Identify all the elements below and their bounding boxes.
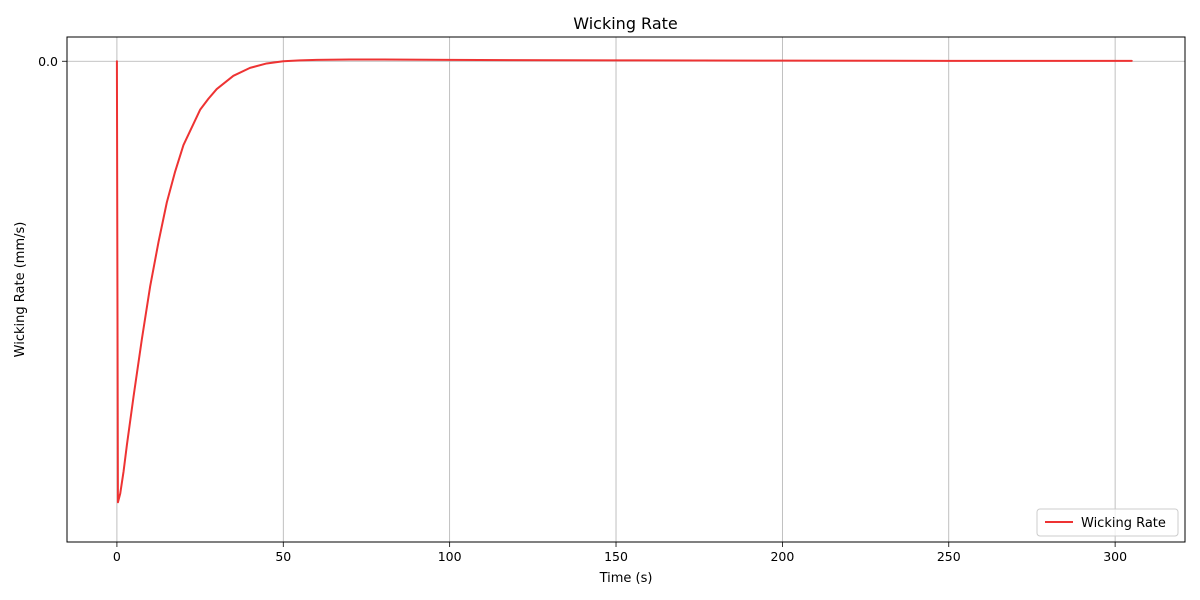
series-line-wicking-rate (115, 58, 1133, 504)
x-tick-label: 100 (438, 549, 462, 564)
x-axis-ticks: 0 50 100 150 200 250 300 (113, 542, 1127, 564)
x-tick-label: 250 (937, 549, 961, 564)
y-tick-label: 0.0 (38, 54, 58, 69)
chart-title: Wicking Rate (573, 14, 678, 33)
y-axis-label: Wicking Rate (mm/s) (13, 222, 28, 358)
plot-area-frame (66, 36, 1186, 543)
x-tick-label: 0 (113, 549, 121, 564)
legend: Wicking Rate (1036, 508, 1179, 537)
series-layer (115, 58, 1133, 504)
x-tick-label: 50 (275, 549, 291, 564)
x-tick-label: 300 (1103, 549, 1127, 564)
x-tick-label: 150 (604, 549, 628, 564)
x-tick-label: 200 (770, 549, 794, 564)
x-axis-label: Time (s) (599, 571, 653, 586)
legend-label-wicking-rate: Wicking Rate (1081, 516, 1166, 531)
y-axis-ticks: 0.0 (38, 54, 67, 69)
legend-box (1036, 508, 1179, 537)
